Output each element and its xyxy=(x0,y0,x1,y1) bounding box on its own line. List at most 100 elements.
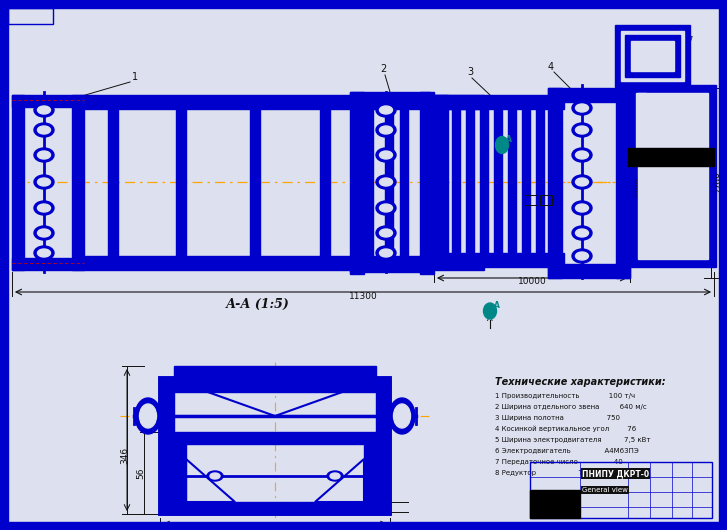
Bar xyxy=(174,366,376,380)
Bar xyxy=(632,87,650,165)
Text: 7 Передаточное число                40: 7 Передаточное число 40 xyxy=(495,459,623,465)
Ellipse shape xyxy=(38,229,50,237)
Ellipse shape xyxy=(376,201,396,215)
Text: А: А xyxy=(506,135,512,144)
Bar xyxy=(84,95,484,109)
Ellipse shape xyxy=(572,123,592,137)
Bar xyxy=(522,109,530,256)
Text: 6: 6 xyxy=(669,40,675,49)
Ellipse shape xyxy=(379,229,393,237)
Bar xyxy=(615,25,690,87)
Ellipse shape xyxy=(376,148,396,162)
Ellipse shape xyxy=(379,249,393,257)
Bar xyxy=(350,92,430,106)
Bar xyxy=(434,95,448,267)
Ellipse shape xyxy=(135,398,161,434)
Ellipse shape xyxy=(572,249,592,263)
Bar xyxy=(420,92,434,274)
Ellipse shape xyxy=(572,201,592,215)
Bar xyxy=(385,106,393,260)
Bar xyxy=(174,504,376,514)
Text: 8 Редуктор                   ТЭРА-40-4А: 8 Редуктор ТЭРА-40-4А xyxy=(495,470,619,476)
Ellipse shape xyxy=(140,404,156,428)
Ellipse shape xyxy=(327,471,343,481)
Text: Технические характеристики:: Технические характеристики: xyxy=(495,377,666,387)
Ellipse shape xyxy=(572,101,592,115)
Bar xyxy=(548,88,630,102)
Ellipse shape xyxy=(207,471,223,481)
Ellipse shape xyxy=(376,175,396,189)
Bar xyxy=(84,256,484,270)
Ellipse shape xyxy=(34,226,54,240)
Ellipse shape xyxy=(376,226,396,240)
Ellipse shape xyxy=(38,106,50,114)
Ellipse shape xyxy=(572,226,592,240)
Text: 2798: 2798 xyxy=(715,172,724,195)
Text: А: А xyxy=(487,314,493,323)
Ellipse shape xyxy=(379,178,393,186)
Text: 2 Ширина отдельного звена         640 м/с: 2 Ширина отдельного звена 640 м/с xyxy=(495,404,647,410)
Text: 3 Ширина полотна                   750: 3 Ширина полотна 750 xyxy=(495,415,620,421)
Ellipse shape xyxy=(38,249,50,257)
Text: А-А (1:5): А-А (1:5) xyxy=(226,298,290,311)
Bar xyxy=(364,444,376,504)
Bar xyxy=(12,95,24,270)
Bar xyxy=(0,522,727,530)
Bar xyxy=(174,432,376,444)
Bar xyxy=(530,490,580,518)
Ellipse shape xyxy=(34,103,54,117)
Ellipse shape xyxy=(376,103,396,117)
Ellipse shape xyxy=(210,473,220,479)
Bar xyxy=(365,106,373,260)
Ellipse shape xyxy=(34,123,54,137)
Text: ПНИПУ ДКРТ-0: ПНИПУ ДКРТ-0 xyxy=(582,469,649,478)
Ellipse shape xyxy=(576,204,588,212)
Ellipse shape xyxy=(576,151,588,159)
Ellipse shape xyxy=(572,148,592,162)
Ellipse shape xyxy=(393,404,411,428)
Bar xyxy=(494,109,502,256)
Bar xyxy=(616,88,630,278)
Bar xyxy=(8,8,53,24)
Bar xyxy=(160,378,390,514)
Bar xyxy=(250,109,260,256)
Bar xyxy=(719,0,727,530)
Ellipse shape xyxy=(38,178,50,186)
Ellipse shape xyxy=(572,175,592,189)
Ellipse shape xyxy=(496,137,508,154)
Bar xyxy=(466,109,474,256)
Text: 1005: 1005 xyxy=(635,173,644,197)
Text: 6 Электродвигатель               А4М63ПЭ: 6 Электродвигатель А4М63ПЭ xyxy=(495,448,639,454)
Bar xyxy=(0,0,727,8)
Ellipse shape xyxy=(34,201,54,215)
Bar xyxy=(400,106,408,260)
Ellipse shape xyxy=(379,151,393,159)
Bar xyxy=(621,31,684,81)
Ellipse shape xyxy=(379,126,393,134)
Text: 4 Косинкой вертикальное угол        76: 4 Косинкой вертикальное угол 76 xyxy=(495,426,636,432)
Text: 56: 56 xyxy=(136,467,145,479)
Bar xyxy=(160,378,174,514)
Bar xyxy=(530,462,712,518)
Bar xyxy=(160,378,390,392)
Text: 10000: 10000 xyxy=(518,277,547,286)
Bar xyxy=(540,195,552,205)
Bar xyxy=(434,95,564,109)
Ellipse shape xyxy=(34,175,54,189)
Bar xyxy=(525,195,537,205)
Text: 11300: 11300 xyxy=(349,292,377,301)
Text: 2: 2 xyxy=(380,64,386,74)
Ellipse shape xyxy=(576,178,588,186)
Text: 1: 1 xyxy=(132,72,138,82)
Ellipse shape xyxy=(379,106,393,114)
Ellipse shape xyxy=(376,123,396,137)
Ellipse shape xyxy=(330,473,340,479)
Bar xyxy=(480,109,488,256)
Bar xyxy=(0,0,8,530)
Bar xyxy=(12,258,84,270)
Ellipse shape xyxy=(376,246,396,260)
Ellipse shape xyxy=(38,126,50,134)
Bar xyxy=(434,253,564,267)
Bar xyxy=(625,35,680,77)
Bar xyxy=(631,41,674,71)
